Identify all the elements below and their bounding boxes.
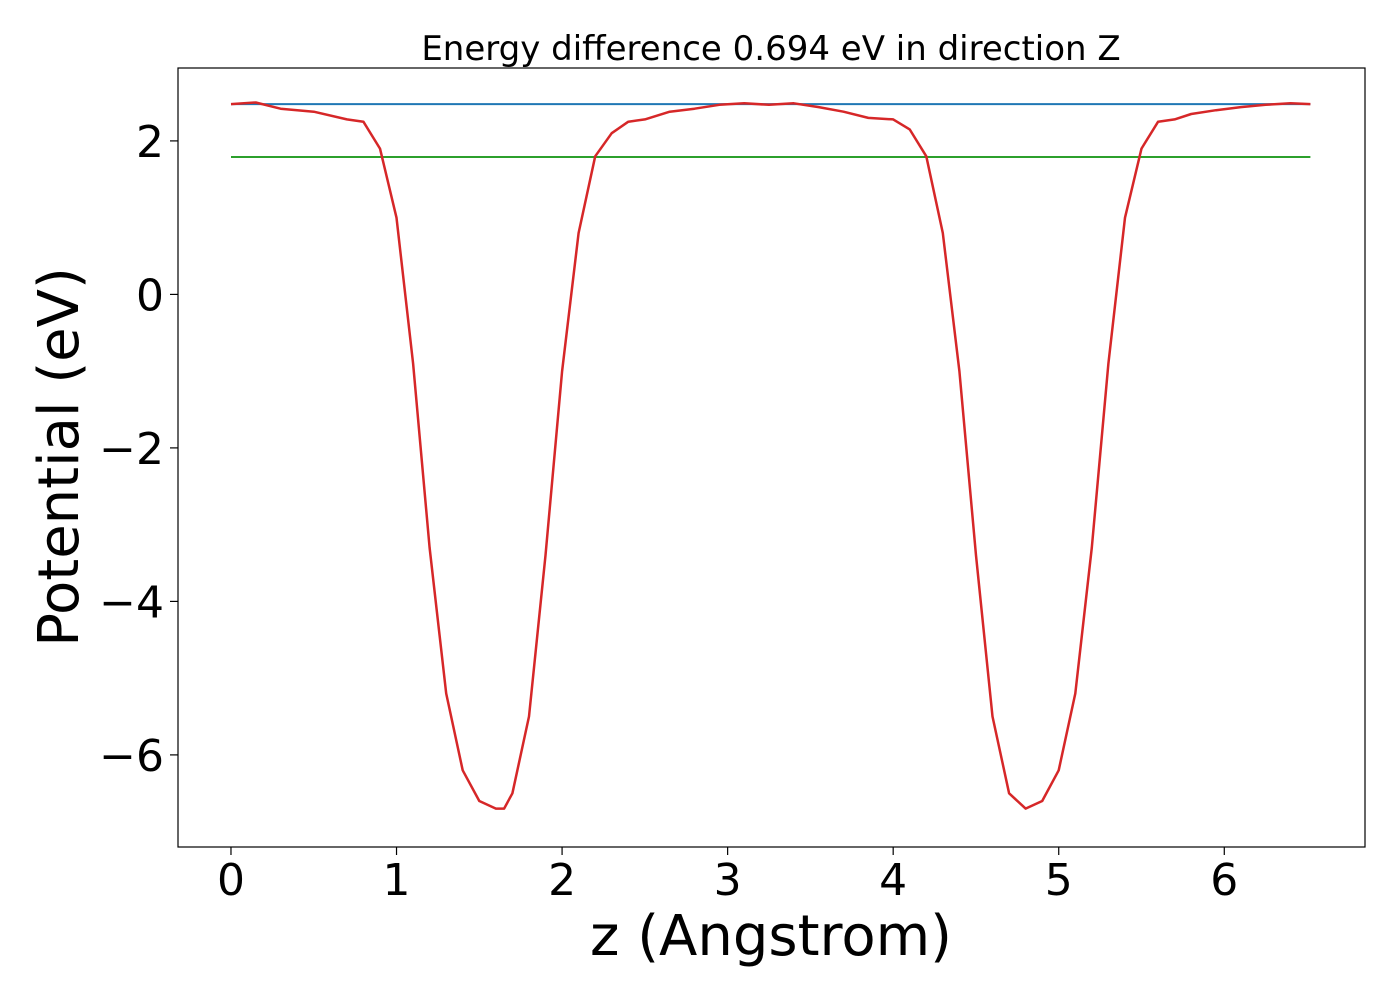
x-tick-label: 1 xyxy=(383,855,411,906)
series-line-0 xyxy=(230,101,1311,810)
x-tick-label: 3 xyxy=(714,855,742,906)
y-axis-label: Potential (eV) xyxy=(27,267,92,647)
y-axis-ticks: −6 −4 −2 0 2 xyxy=(99,117,178,782)
x-axis-label: z (Angstrom) xyxy=(590,904,952,969)
x-tick-label: 6 xyxy=(1210,855,1238,906)
y-tick-label: 2 xyxy=(136,117,164,168)
y-tick-label: −6 xyxy=(99,731,164,782)
x-tick-label: 2 xyxy=(548,855,576,906)
plot-lines xyxy=(230,101,1311,810)
y-tick-label: −4 xyxy=(99,577,164,628)
y-tick-label: −2 xyxy=(99,424,164,475)
y-tick-label: 0 xyxy=(136,270,164,321)
x-tick-label: 0 xyxy=(217,855,245,906)
x-tick-label: 4 xyxy=(879,855,907,906)
plot-frame xyxy=(177,67,1366,848)
x-tick-label: 5 xyxy=(1045,855,1073,906)
x-axis-ticks: 0 1 2 3 4 5 6 xyxy=(217,847,1238,906)
chart-title: Energy difference 0.694 eV in direction … xyxy=(421,29,1120,69)
